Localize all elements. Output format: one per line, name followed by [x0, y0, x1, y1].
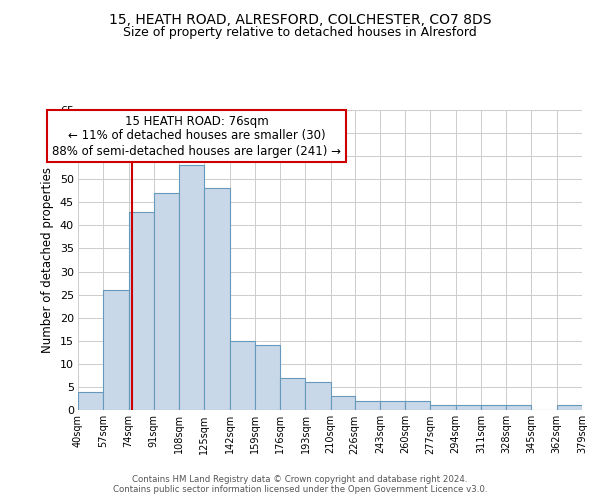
- Bar: [128, 212, 154, 410]
- Text: 15, HEATH ROAD, ALRESFORD, COLCHESTER, CO7 8DS: 15, HEATH ROAD, ALRESFORD, COLCHESTER, C…: [109, 12, 491, 26]
- Bar: [179, 166, 205, 410]
- Y-axis label: Number of detached properties: Number of detached properties: [41, 167, 54, 353]
- Text: Contains public sector information licensed under the Open Government Licence v3: Contains public sector information licen…: [113, 485, 487, 494]
- Bar: [205, 188, 230, 410]
- Text: Size of property relative to detached houses in Alresford: Size of property relative to detached ho…: [123, 26, 477, 39]
- Bar: [255, 346, 280, 410]
- Bar: [557, 406, 582, 410]
- Bar: [506, 406, 532, 410]
- Bar: [331, 396, 355, 410]
- Bar: [481, 406, 506, 410]
- Bar: [103, 290, 128, 410]
- Bar: [430, 406, 455, 410]
- Text: Contains HM Land Registry data © Crown copyright and database right 2024.: Contains HM Land Registry data © Crown c…: [132, 475, 468, 484]
- Bar: [230, 341, 255, 410]
- Bar: [405, 401, 430, 410]
- Bar: [455, 406, 481, 410]
- Bar: [154, 193, 179, 410]
- Bar: [305, 382, 331, 410]
- Bar: [78, 392, 103, 410]
- Bar: [380, 401, 405, 410]
- Bar: [355, 401, 380, 410]
- Bar: [280, 378, 305, 410]
- Text: 15 HEATH ROAD: 76sqm
← 11% of detached houses are smaller (30)
88% of semi-detac: 15 HEATH ROAD: 76sqm ← 11% of detached h…: [52, 114, 341, 158]
